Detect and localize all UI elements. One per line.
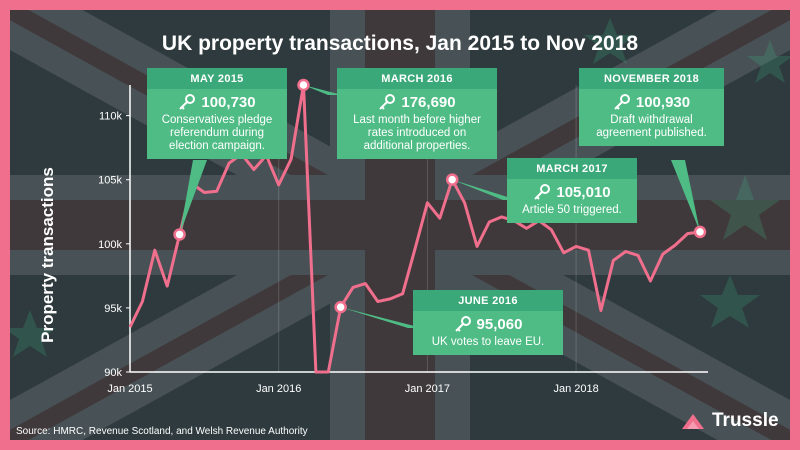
callout-heading: MAY 2015 [147,68,287,89]
star-icon [747,40,790,83]
highlight-point [445,173,459,186]
star-icon [700,275,760,328]
callout-heading: MARCH 2017 [507,158,637,179]
key-icon [379,94,396,110]
callout-description: UK votes to leave EU. [431,336,545,348]
highlight-point [173,228,186,241]
chart-panel: 90k 95k 100k 105k 110k Jan 2015 Jan 2016 Jan 20… [10,10,790,440]
callout-pointer [179,160,207,235]
trussle-logo-icon [682,414,704,429]
callout-march-2016: MARCH 2016 176,690 Last month before hig… [337,68,497,159]
y-axis-label: Property transactions [38,167,57,343]
key-icon [454,316,471,332]
y-tick-label: 105k [98,175,122,187]
highlight-point [297,78,310,92]
line-chart: 90k 95k 100k 105k 110k Jan 2015 Jan 2016 Jan 20… [98,78,708,395]
callout-description: Article 50 triggered. [522,204,622,216]
trussle-logo: Trussle [680,410,779,432]
x-tick-label: Jan 2018 [553,383,598,395]
y-tick-label: 95k [104,303,122,315]
callout-value: 95,060 [476,315,523,333]
callout-pointer [671,160,700,232]
key-icon [534,184,551,200]
y-tick-label: 110k [99,111,123,123]
callout-description: Conservatives pledge referendum during e… [161,114,273,152]
callout-description: Draft withdrawal agreement published. [596,114,707,139]
callout-heading: JUNE 2016 [413,290,563,311]
callout-heading: NOVEMBER 2018 [579,68,724,89]
star-icon [584,18,636,64]
callout-may-2015: MAY 2015 100,730 Conservatives pledge re… [147,68,287,159]
star-icon [710,175,780,240]
source-note: Source: HMRC, Revenue Scotland, and Wels… [16,426,308,437]
callout-november-2018: NOVEMBER 2018 100,930 Draft withdrawal a… [579,68,724,146]
chart-title: UK property transactions, Jan 2015 to No… [161,32,639,55]
x-tick-label: Jan 2016 [256,383,301,395]
callout-june-2016: JUNE 2016 95,060 UK votes to leave EU. [413,290,563,355]
callout-march-2017: MARCH 2017 105,010 Article 50 triggered. [507,158,637,223]
star-icon [10,310,56,357]
callout-value: 100,730 [201,93,256,111]
callout-pointer [452,179,517,200]
callout-value: 100,930 [635,93,691,111]
callout-description: Last month before higher rates introduce… [353,114,481,152]
callout-pointer [303,85,342,95]
key-icon [179,94,196,110]
y-tick-label: 90k [104,367,122,379]
highlight-point [693,225,707,239]
x-tick-label: Jan 2017 [405,383,450,395]
key-icon [614,94,630,110]
y-tick-label: 100k [98,239,122,251]
callout-pointer [340,307,422,328]
series-line [128,83,701,374]
logo-text: Trussle [712,410,779,431]
x-tick-label: Jan 2015 [107,383,152,395]
callout-value: 105,010 [556,183,611,201]
callout-heading: MARCH 2016 [337,68,497,89]
callout-value: 176,690 [401,93,456,111]
highlight-point [334,300,347,314]
